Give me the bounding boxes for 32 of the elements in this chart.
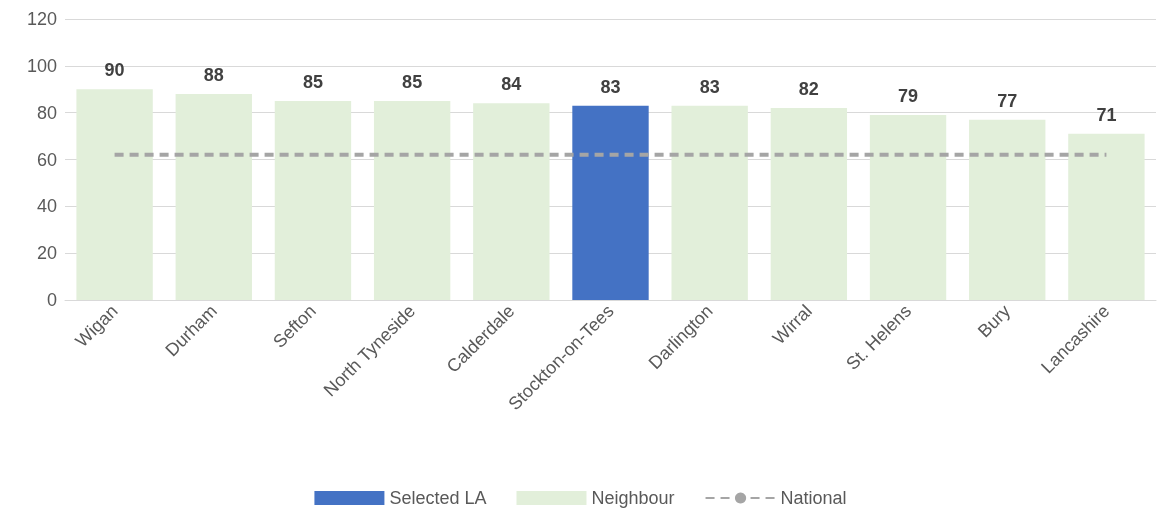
bar xyxy=(175,93,252,300)
y-tick-label: 120 xyxy=(26,9,57,29)
data-label: 71 xyxy=(1096,104,1117,125)
bar xyxy=(671,105,748,300)
y-tick-label: 60 xyxy=(36,149,57,170)
legend-label: Neighbour xyxy=(591,488,675,508)
y-tick-label: 80 xyxy=(36,102,57,123)
data-label: 88 xyxy=(203,64,224,85)
bar xyxy=(473,103,550,300)
data-label: 79 xyxy=(898,86,919,107)
bar xyxy=(1068,133,1145,300)
bar xyxy=(969,119,1046,300)
y-tick-label: 20 xyxy=(36,243,57,264)
bar xyxy=(869,115,947,300)
bar xyxy=(76,89,153,300)
data-label: 82 xyxy=(798,78,819,99)
bar xyxy=(572,105,649,300)
data-label: 77 xyxy=(997,90,1018,111)
data-label: 85 xyxy=(302,71,323,92)
bar xyxy=(770,107,848,300)
data-label: 90 xyxy=(104,60,125,81)
y-tick-label: 100 xyxy=(26,55,57,76)
y-tick-label: 0 xyxy=(46,290,57,310)
data-label: 83 xyxy=(600,76,621,97)
data-label: 83 xyxy=(699,76,720,97)
legend-label: National xyxy=(780,488,847,508)
y-tick-label: 40 xyxy=(36,196,57,217)
legend-label: Selected LA xyxy=(389,488,487,508)
data-label: 85 xyxy=(402,71,423,92)
bar xyxy=(274,100,352,300)
data-label: 84 xyxy=(501,74,522,95)
bar xyxy=(373,100,451,300)
